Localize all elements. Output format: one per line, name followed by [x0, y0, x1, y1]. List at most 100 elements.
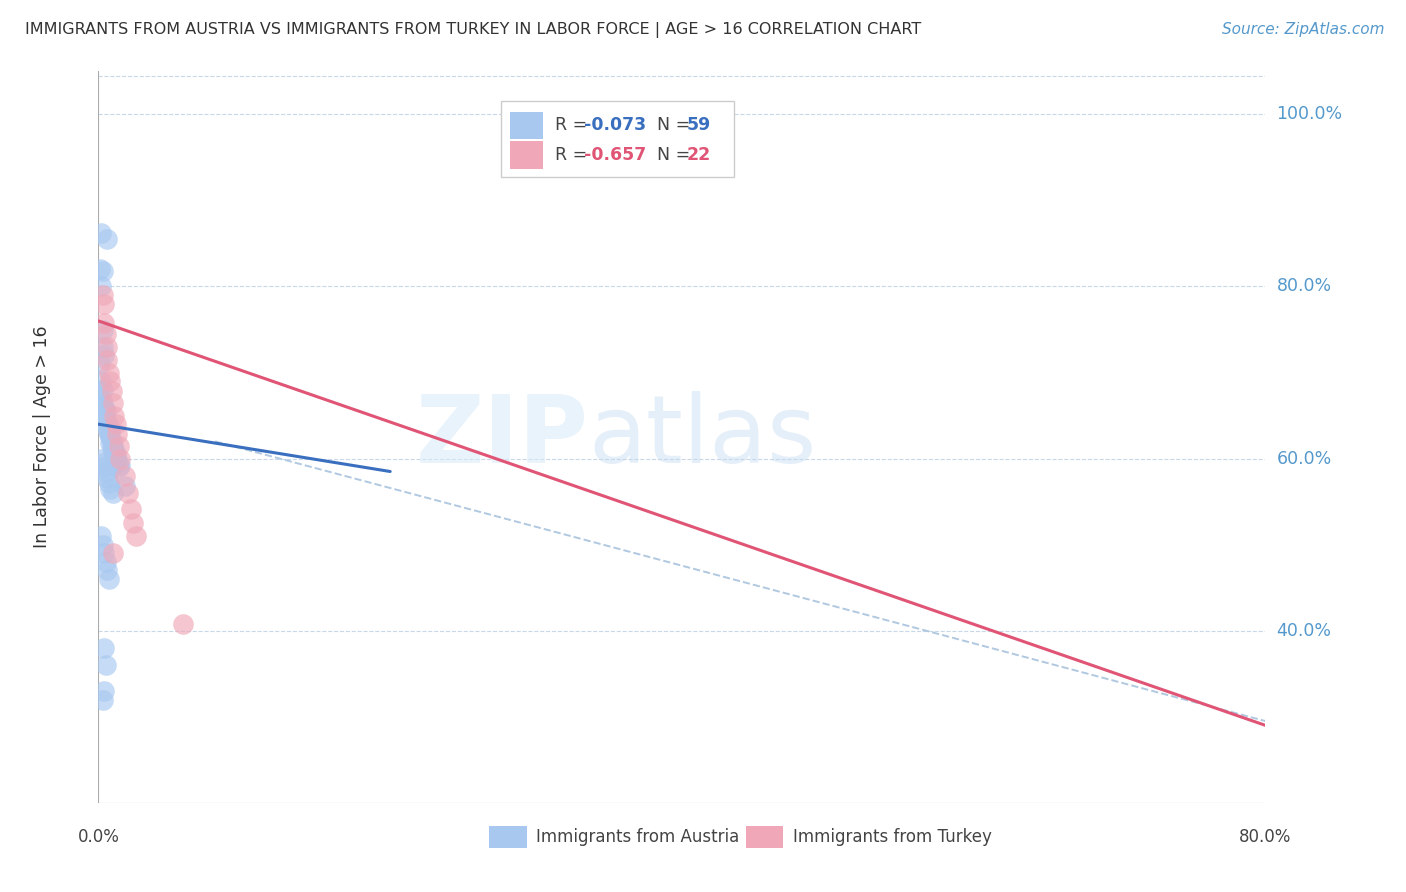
Text: 80.0%: 80.0% [1239, 828, 1292, 846]
Point [90, 529, 112, 543]
Point [110, 458, 132, 473]
Text: ZIP: ZIP [416, 391, 589, 483]
Point [101, 395, 124, 409]
Point [93, 348, 115, 362]
Text: 40.0%: 40.0% [1277, 622, 1331, 640]
Point [91, 383, 114, 397]
Point [93, 460, 115, 475]
Point [103, 442, 125, 457]
Point [90, 226, 112, 240]
Point [90, 404, 112, 418]
Point [96, 470, 118, 484]
Point [93, 296, 115, 310]
Point [93, 316, 115, 330]
Point [110, 451, 132, 466]
Point [108, 460, 131, 475]
Point [100, 434, 122, 449]
Point [90, 374, 112, 388]
Point [117, 486, 139, 500]
Text: Immigrants from Austria: Immigrants from Austria [536, 828, 740, 847]
Text: -0.073: -0.073 [583, 117, 645, 135]
Point [122, 516, 145, 530]
Text: atlas: atlas [589, 391, 817, 483]
Point [91, 400, 114, 414]
Point [90, 279, 112, 293]
Point [114, 468, 136, 483]
Point [97, 418, 120, 433]
Point [91, 456, 114, 470]
Text: -0.657: -0.657 [583, 145, 647, 164]
Point [101, 444, 124, 458]
Point [100, 442, 122, 456]
Point [91, 538, 114, 552]
Point [91, 395, 114, 409]
Point [94, 658, 117, 673]
Point [104, 447, 127, 461]
Point [93, 546, 115, 560]
Point [96, 352, 118, 367]
Point [96, 421, 118, 435]
Point [108, 439, 131, 453]
Point [98, 424, 121, 438]
Point [89, 383, 111, 397]
Point [98, 436, 121, 450]
Point [89, 357, 111, 371]
Point [104, 417, 127, 432]
Text: Immigrants from Turkey: Immigrants from Turkey [793, 828, 991, 847]
Point [94, 465, 117, 479]
Point [103, 409, 125, 423]
Point [101, 546, 124, 560]
Point [101, 439, 124, 453]
Point [105, 427, 128, 442]
Point [96, 232, 118, 246]
Text: N =: N = [658, 145, 696, 164]
Point [90, 392, 112, 406]
Text: R =: R = [555, 117, 592, 135]
Point [98, 482, 121, 496]
Point [94, 326, 117, 341]
Point [97, 572, 120, 586]
Text: 59: 59 [686, 117, 711, 135]
Point [91, 692, 114, 706]
Point [172, 616, 194, 631]
Point [98, 430, 121, 444]
Point [91, 322, 114, 336]
Point [96, 340, 118, 354]
Text: 80.0%: 80.0% [1277, 277, 1331, 295]
Point [125, 529, 148, 543]
Point [93, 410, 115, 425]
FancyBboxPatch shape [501, 101, 734, 178]
Text: 60.0%: 60.0% [1277, 450, 1331, 467]
Text: 0.0%: 0.0% [77, 828, 120, 846]
Point [96, 416, 118, 430]
Text: Source: ZipAtlas.com: Source: ZipAtlas.com [1222, 22, 1385, 37]
Point [91, 340, 114, 354]
Point [114, 479, 136, 493]
Point [93, 640, 115, 655]
Text: N =: N = [658, 117, 696, 135]
Point [101, 486, 124, 500]
Point [94, 413, 117, 427]
Point [98, 374, 121, 388]
Text: In Labor Force | Age > 16: In Labor Force | Age > 16 [34, 326, 52, 549]
Point [97, 425, 120, 440]
FancyBboxPatch shape [510, 141, 543, 169]
Text: 22: 22 [686, 145, 711, 164]
Point [94, 404, 117, 418]
FancyBboxPatch shape [510, 112, 543, 139]
Point [105, 453, 128, 467]
Text: R =: R = [555, 145, 592, 164]
Point [94, 417, 117, 432]
Point [91, 288, 114, 302]
Point [96, 564, 118, 578]
Point [100, 384, 122, 399]
Point [93, 401, 115, 416]
Point [90, 451, 112, 466]
Point [120, 501, 142, 516]
Point [91, 264, 114, 278]
Point [97, 427, 120, 442]
Point [97, 366, 120, 380]
Point [97, 475, 120, 490]
Point [103, 451, 125, 466]
Text: 100.0%: 100.0% [1277, 105, 1343, 123]
